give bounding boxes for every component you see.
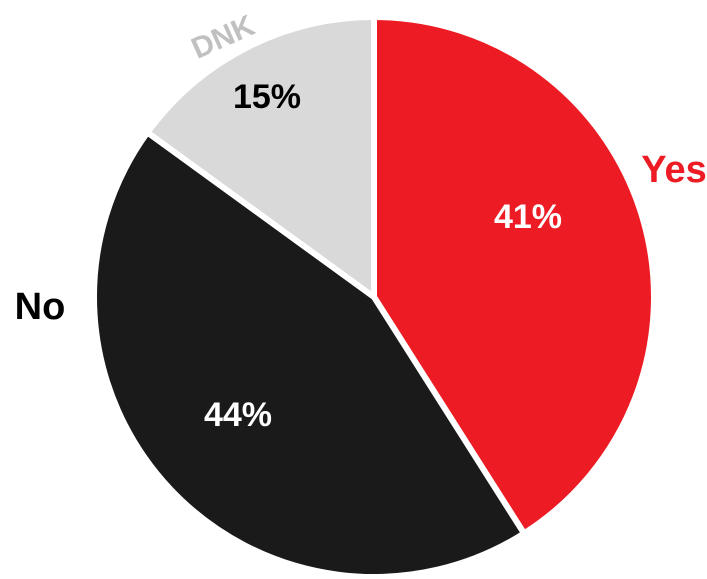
pie-slices: [91, 14, 657, 579]
value-label-dnk: 15%: [233, 78, 301, 116]
pie-slice-no: [91, 129, 528, 579]
category-label-no: No: [15, 286, 66, 328]
value-label-yes: 41%: [494, 198, 562, 236]
pie-slice-dnk: [144, 14, 377, 300]
value-label-no: 44%: [204, 396, 272, 434]
category-label-yes: Yes: [641, 149, 707, 191]
